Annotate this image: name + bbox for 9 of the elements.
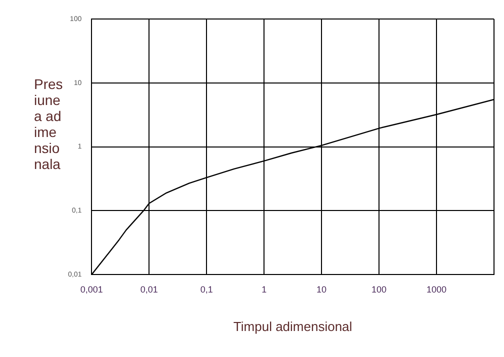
x-tick-label: 100 xyxy=(372,284,387,294)
x-axis-title: Timpul adimensional xyxy=(233,318,352,334)
x-tick-label: 0,1 xyxy=(200,284,213,294)
x-tick-label: 0,01 xyxy=(140,284,158,294)
x-tick-label: 1 xyxy=(262,284,267,294)
x-tick-label: 1000 xyxy=(426,284,447,294)
x-tick-label: 10 xyxy=(316,284,327,294)
y-axis-title: Presiunea adimensionala xyxy=(34,76,64,172)
x-tick-label: 0,001 xyxy=(80,284,103,294)
